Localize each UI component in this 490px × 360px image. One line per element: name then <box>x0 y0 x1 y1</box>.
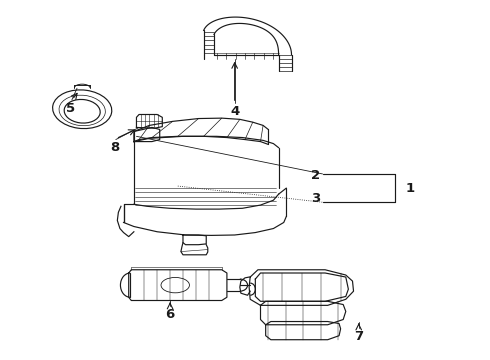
Text: 1: 1 <box>406 181 415 195</box>
Text: 3: 3 <box>311 192 320 205</box>
Text: 6: 6 <box>166 308 174 321</box>
Text: 8: 8 <box>110 141 120 154</box>
Text: 2: 2 <box>311 168 320 182</box>
Text: 7: 7 <box>354 330 363 343</box>
Text: 4: 4 <box>230 105 239 118</box>
Text: 5: 5 <box>66 102 75 115</box>
